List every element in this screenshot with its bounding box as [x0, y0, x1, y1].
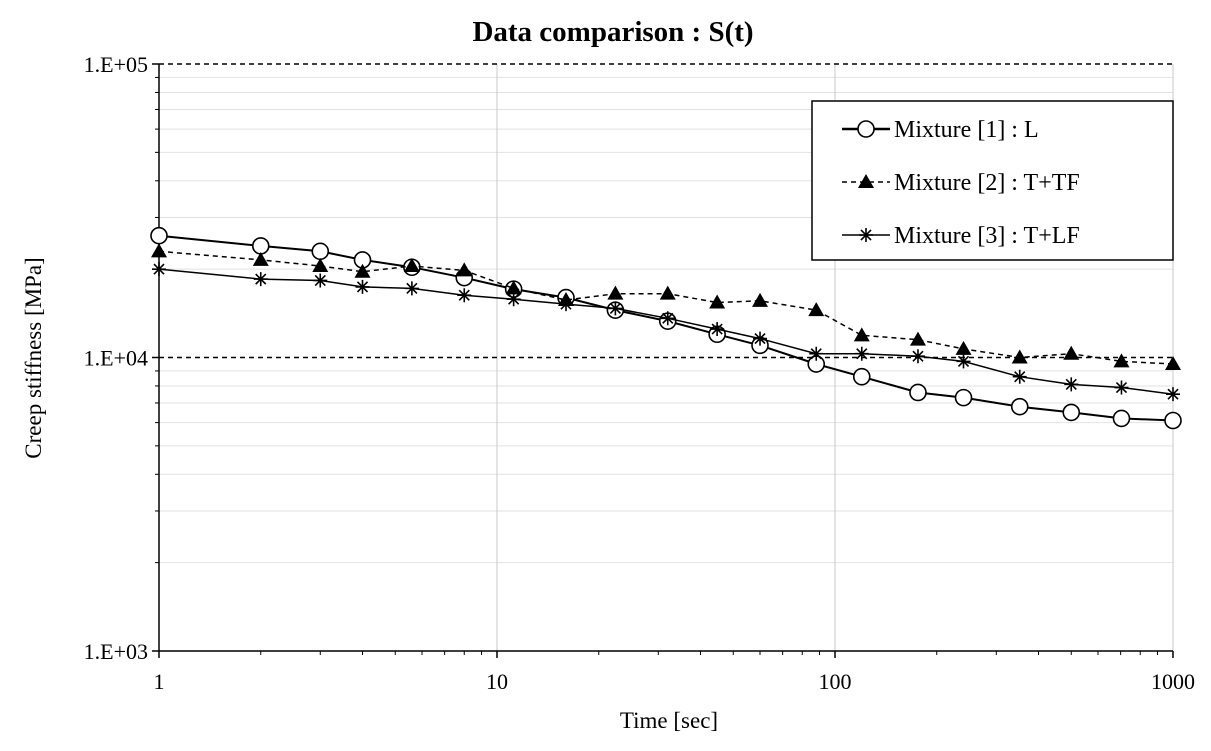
data-point — [1164, 411, 1182, 430]
data-point — [709, 294, 726, 309]
legend-marker — [859, 228, 873, 242]
x-axis-label: Time [sec] — [620, 708, 718, 733]
y-tick-label: 1.E+04 — [84, 346, 148, 371]
data-point — [1011, 349, 1028, 364]
legend-item-2: Mixture [2] : T+TF — [842, 170, 1080, 196]
y-tick-label: 1.E+05 — [84, 52, 148, 77]
data-point — [1112, 409, 1131, 428]
series-line-3 — [158, 268, 1174, 395]
data-point — [1010, 397, 1029, 416]
data-point — [808, 302, 825, 317]
axes: 1.E+03 1.E+04 1.E+05 1 10 100 1000 — [84, 52, 1195, 694]
data-point — [354, 263, 371, 278]
data-point — [1064, 377, 1079, 392]
data-point — [506, 292, 521, 307]
data-point — [909, 383, 927, 402]
data-point — [1063, 345, 1080, 360]
data-point — [809, 346, 824, 361]
legend-label: Mixture [2] : T+TF — [894, 170, 1080, 196]
data-point — [151, 243, 167, 258]
data-point — [456, 262, 473, 277]
legend: Mixture [1] : L Mixture [2] : T+TF Mixture… — [811, 100, 1174, 261]
data-point — [1165, 356, 1181, 371]
data-point — [152, 262, 166, 277]
data-point — [852, 367, 871, 386]
data-point — [854, 346, 869, 361]
data-point — [457, 288, 472, 303]
data-point — [253, 272, 268, 287]
data-point — [1166, 387, 1180, 402]
legend-item-1: Mixture [1] : L — [842, 117, 1039, 143]
series-line-2 — [158, 250, 1174, 365]
x-tick-label: 10 — [486, 669, 508, 694]
legend-marker — [858, 174, 874, 188]
data-point — [404, 281, 419, 296]
data-point — [1113, 353, 1130, 368]
data-point — [312, 258, 329, 273]
data-point — [403, 258, 420, 273]
data-point — [853, 327, 870, 342]
data-point — [1062, 403, 1081, 422]
data-point — [1012, 369, 1027, 384]
data-point — [355, 279, 370, 294]
data-point — [252, 251, 269, 266]
data-point — [954, 388, 973, 407]
data-point — [956, 354, 971, 369]
x-tick-label: 1000 — [1151, 669, 1195, 694]
x-tick-label: 100 — [819, 669, 852, 694]
data-point — [608, 301, 623, 316]
data-point — [753, 331, 768, 346]
data-point — [660, 311, 675, 326]
chart-title: Data comparison : S(t) — [472, 16, 753, 48]
data-point — [910, 349, 925, 364]
legend-label: Mixture [3] : T+LF — [894, 223, 1080, 249]
data-point — [150, 226, 168, 245]
series-2 — [151, 243, 1181, 371]
legend-label: Mixture [1] : L — [894, 117, 1039, 143]
legend-item-3: Mixture [3] : T+LF — [842, 223, 1080, 249]
data-point — [710, 322, 725, 337]
data-point — [1114, 380, 1129, 395]
data-point — [752, 292, 769, 307]
data-point — [607, 285, 624, 300]
data-point — [909, 331, 926, 346]
data-point — [311, 242, 330, 261]
y-tick-label: 1.E+03 — [84, 639, 148, 664]
series-3 — [152, 262, 1180, 402]
data-point — [251, 237, 270, 255]
data-point — [505, 280, 522, 295]
x-tick-label: 1 — [154, 669, 165, 694]
data-point — [313, 273, 328, 288]
data-point — [659, 285, 676, 300]
legend-marker — [857, 120, 875, 138]
y-axis-label: Creep stiffness [MPa] — [21, 257, 46, 458]
data-point — [955, 340, 972, 355]
series-layer — [150, 226, 1182, 430]
data-point — [558, 297, 573, 312]
